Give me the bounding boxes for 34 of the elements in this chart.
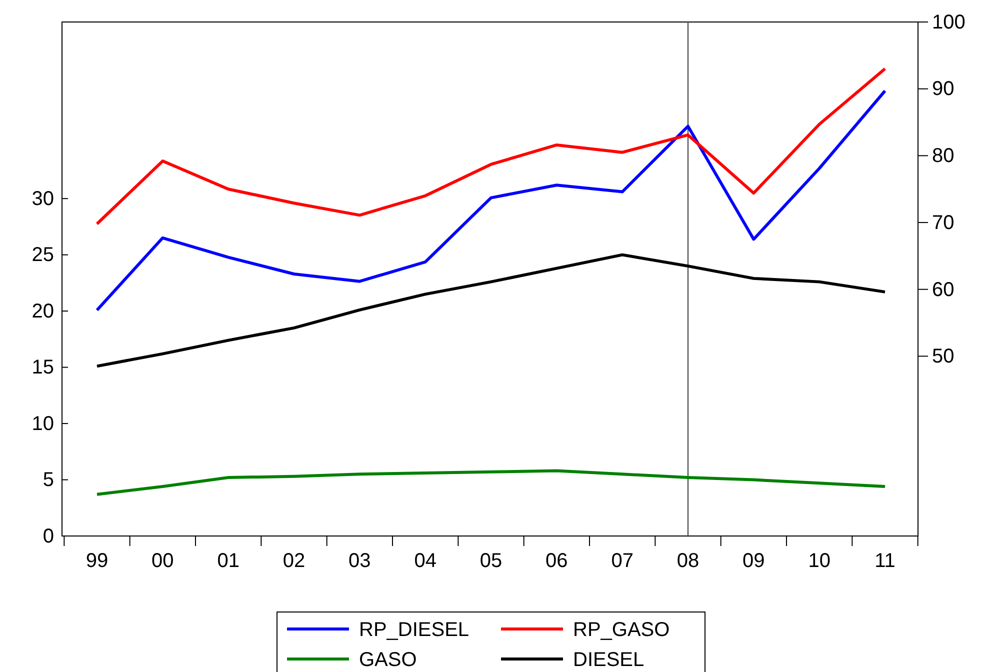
x-tick-label: 11 [874,550,896,572]
x-tick-label: 08 [676,550,700,572]
y-tick-label: 15 [32,356,54,379]
x-tick-label: 03 [348,550,371,572]
x-tick-label: 10 [808,550,830,572]
x-tick-label: 06 [546,550,568,572]
x-tick-label: 99 [86,550,108,572]
x-tick-label: 05 [480,550,502,572]
y2-tick-label: 60 [932,278,954,301]
legend-label: RP_GASO [573,619,670,641]
x-tick-label: 09 [742,550,765,572]
line-series [96,89,886,312]
y-tick-label: 10 [32,412,54,435]
y-tick-label: 5 [42,469,54,492]
legend-label: DIESEL [573,649,644,671]
x-tick-label: 04 [414,550,436,572]
legend-label: GASO [359,649,417,671]
y2-tick-label: 70 [932,212,954,234]
legend-label: RP_DIESEL [359,619,470,641]
x-tick-label: 00 [152,550,174,572]
x-tick-label: 07 [611,550,634,572]
x-tick-label: 02 [282,550,306,572]
line-series [96,253,886,368]
y2-tick-label: 100 [932,11,966,34]
y-tick-label: 20 [32,300,54,322]
line-series [96,67,886,226]
y-tick-label: 0 [42,525,54,548]
y-tick-label: 25 [32,244,54,266]
y2-tick-label: 50 [932,346,954,368]
x-tick-label: 01 [217,550,240,572]
y2-tick-label: 80 [932,145,954,168]
line-series [96,469,886,496]
y2-tick-label: 90 [932,78,954,100]
y-tick-label: 30 [32,188,54,210]
